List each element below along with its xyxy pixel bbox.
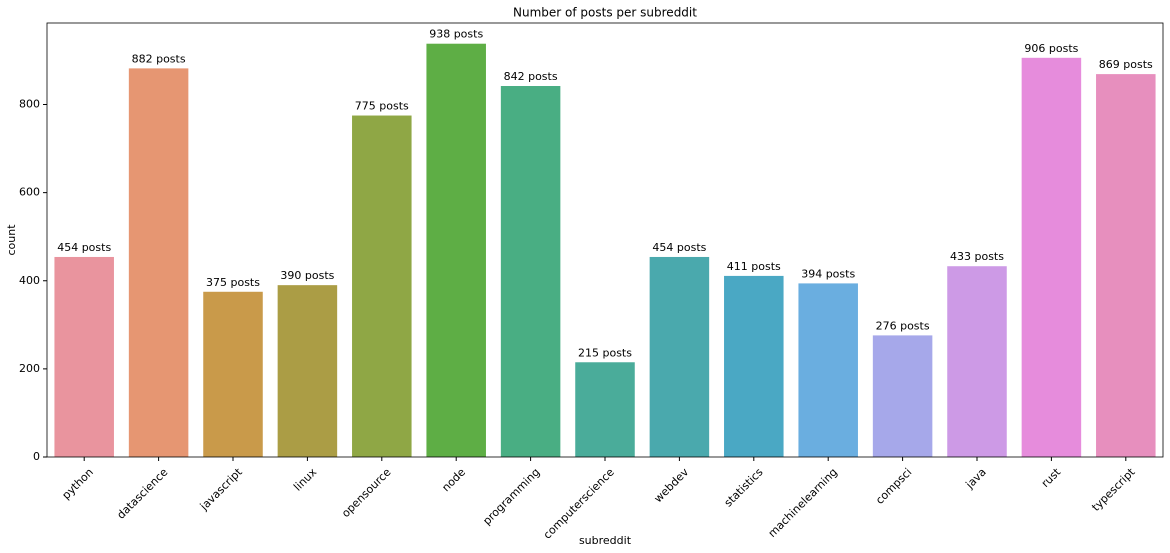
x-tick-label: opensource — [339, 465, 394, 520]
y-tick-label: 0 — [33, 450, 40, 463]
x-tick-label: webdev — [652, 465, 692, 505]
bar — [128, 68, 189, 457]
bar — [649, 256, 710, 457]
x-tick-label: python — [60, 466, 96, 502]
bar — [872, 335, 933, 457]
bar — [798, 283, 858, 457]
x-tick-label: java — [963, 466, 989, 492]
x-tick-label: javascript — [197, 465, 245, 513]
y-tick-label: 400 — [19, 274, 40, 287]
x-axis-label: subreddit — [579, 534, 632, 547]
bar — [500, 86, 561, 457]
value-label: 394 posts — [801, 267, 855, 280]
bar — [575, 362, 635, 457]
x-tick-label: computerscience — [541, 465, 617, 541]
x-tick-label: statistics — [722, 465, 766, 509]
x-tick-label: rust — [1039, 465, 1064, 490]
value-label: 454 posts — [57, 241, 111, 254]
x-tick-label: linux — [291, 465, 319, 493]
value-label: 869 posts — [1099, 58, 1153, 71]
value-label: 906 posts — [1024, 42, 1078, 55]
value-label: 375 posts — [206, 276, 260, 289]
y-tick-label: 600 — [19, 186, 40, 199]
bar — [352, 115, 412, 457]
value-label: 433 posts — [950, 250, 1004, 263]
x-tick-label: typescript — [1089, 465, 1138, 514]
value-label: 411 posts — [727, 260, 781, 273]
bar — [947, 266, 1007, 457]
value-label: 215 posts — [578, 346, 632, 359]
value-label: 842 posts — [504, 70, 558, 83]
value-label: 276 posts — [876, 319, 930, 332]
bar — [426, 43, 486, 458]
value-label: 454 posts — [652, 241, 706, 254]
bar — [54, 256, 114, 457]
x-tick-label: node — [439, 465, 468, 494]
x-tick-label: datascience — [114, 465, 170, 521]
value-label: 938 posts — [429, 28, 483, 41]
value-label: 390 posts — [280, 269, 334, 282]
value-label: 882 posts — [132, 52, 186, 65]
bar — [203, 291, 263, 457]
y-tick-label: 200 — [19, 362, 40, 375]
bar — [1096, 74, 1156, 457]
bar — [1021, 57, 1082, 458]
value-label: 775 posts — [355, 100, 409, 113]
x-tick-label: compsci — [873, 466, 914, 507]
x-tick-label: programming — [480, 466, 542, 528]
y-axis-label: count — [5, 224, 18, 256]
chart-title: Number of posts per subreddit — [513, 6, 697, 20]
x-tick-label: machinelearning — [766, 466, 840, 540]
plot-frame — [46, 22, 1164, 458]
bar — [277, 285, 338, 457]
y-tick-label: 800 — [19, 98, 40, 111]
bar — [724, 275, 784, 457]
